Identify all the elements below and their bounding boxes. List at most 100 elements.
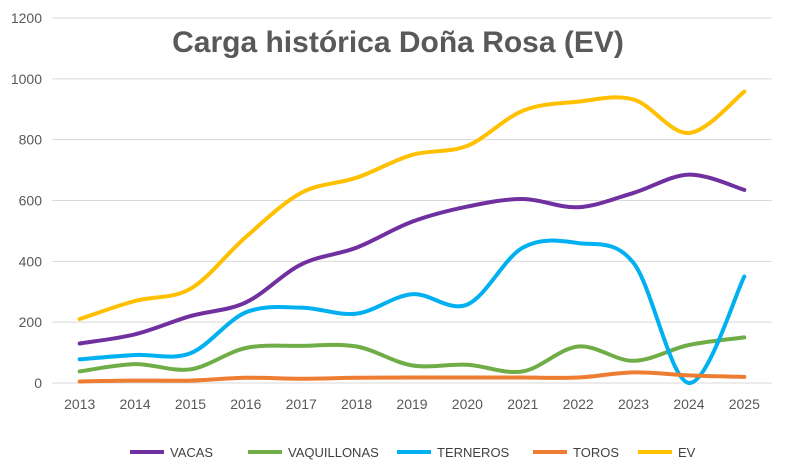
data-point (355, 376, 359, 380)
legend-item-terneros: TERNEROS (397, 445, 510, 460)
data-point (465, 205, 469, 209)
legend-label: TERNEROS (437, 445, 510, 460)
data-point (355, 345, 359, 349)
x-tick-label: 2014 (119, 396, 150, 412)
data-point (465, 303, 469, 307)
data-point (410, 363, 414, 367)
data-point (410, 153, 414, 157)
legend: VACAS VAQUILLONAS TERNEROS TOROS EV (130, 445, 696, 460)
data-point (521, 376, 525, 380)
data-point (576, 241, 580, 245)
data-point (632, 359, 636, 363)
legend-label: VACAS (170, 445, 213, 460)
series-line-vaquillonas (77, 335, 747, 375)
data-point (521, 109, 525, 113)
data-point (355, 246, 359, 250)
data-point (244, 235, 248, 239)
data-point (742, 188, 746, 192)
data-point (632, 261, 636, 265)
data-point (244, 376, 248, 380)
data-point (465, 144, 469, 148)
x-tick-label: 2025 (729, 396, 760, 412)
series-ev (77, 89, 747, 322)
data-point (687, 381, 691, 385)
series-toros (77, 370, 747, 384)
data-point (299, 377, 303, 381)
data-point (742, 335, 746, 339)
data-point (188, 367, 192, 371)
data-point (410, 376, 414, 380)
data-point (78, 357, 82, 361)
data-point (576, 100, 580, 104)
legend-item-toros: TOROS (533, 445, 619, 460)
x-tick-label: 2021 (507, 396, 538, 412)
data-point (188, 351, 192, 355)
data-point (742, 275, 746, 279)
data-point (188, 379, 192, 383)
data-point (521, 369, 525, 373)
y-tick-label: 400 (19, 253, 43, 269)
series-vacas (77, 172, 747, 346)
data-point (576, 376, 580, 380)
data-point (299, 191, 303, 195)
data-point (133, 379, 137, 383)
data-point (133, 353, 137, 357)
data-point (687, 343, 691, 347)
data-point (632, 370, 636, 374)
data-point (687, 373, 691, 377)
legend-item-vacas: VACAS (130, 445, 213, 460)
data-point (133, 362, 137, 366)
x-tick-label: 2019 (396, 396, 427, 412)
data-point (687, 173, 691, 177)
series-line-vacas (77, 172, 747, 346)
x-tick-label: 2013 (64, 396, 95, 412)
series-line-ev (77, 89, 747, 322)
data-point (742, 375, 746, 379)
y-axis-ticks: 0 200 400 600 800 1000 1200 (11, 10, 42, 391)
data-point (355, 312, 359, 316)
data-point (133, 299, 137, 303)
data-point (576, 205, 580, 209)
series-line-terneros (77, 238, 747, 385)
data-point (521, 246, 525, 250)
y-tick-label: 600 (19, 193, 43, 209)
x-tick-label: 2023 (618, 396, 649, 412)
x-axis-ticks: 2013 2014 2015 2016 2017 2018 2019 2020 2021 2022… (64, 396, 760, 412)
y-tick-label: 1000 (11, 71, 42, 87)
data-point (410, 292, 414, 296)
x-tick-label: 2016 (230, 396, 261, 412)
series-lines (77, 89, 747, 385)
data-point (410, 220, 414, 224)
data-point (133, 332, 137, 336)
data-point (244, 310, 248, 314)
series-line-toros (77, 370, 747, 384)
data-point (465, 376, 469, 380)
data-point (632, 191, 636, 195)
data-point (465, 363, 469, 367)
data-point (244, 346, 248, 350)
data-point (576, 345, 580, 349)
legend-label: VAQUILLONAS (288, 445, 379, 460)
legend-label: TOROS (573, 445, 619, 460)
data-point (632, 98, 636, 102)
data-point (78, 369, 82, 373)
data-point (687, 131, 691, 135)
data-point (521, 197, 525, 201)
data-point (244, 300, 248, 304)
x-tick-label: 2017 (286, 396, 317, 412)
data-point (355, 176, 359, 180)
legend-label: EV (678, 445, 696, 460)
data-point (299, 262, 303, 266)
x-tick-label: 2022 (563, 396, 594, 412)
y-tick-label: 200 (19, 314, 43, 330)
x-tick-label: 2015 (175, 396, 206, 412)
data-point (299, 306, 303, 310)
data-point (78, 341, 82, 345)
data-point (188, 314, 192, 318)
data-point (78, 317, 82, 321)
series-terneros (77, 238, 747, 385)
data-point (78, 379, 82, 383)
data-point (188, 287, 192, 291)
